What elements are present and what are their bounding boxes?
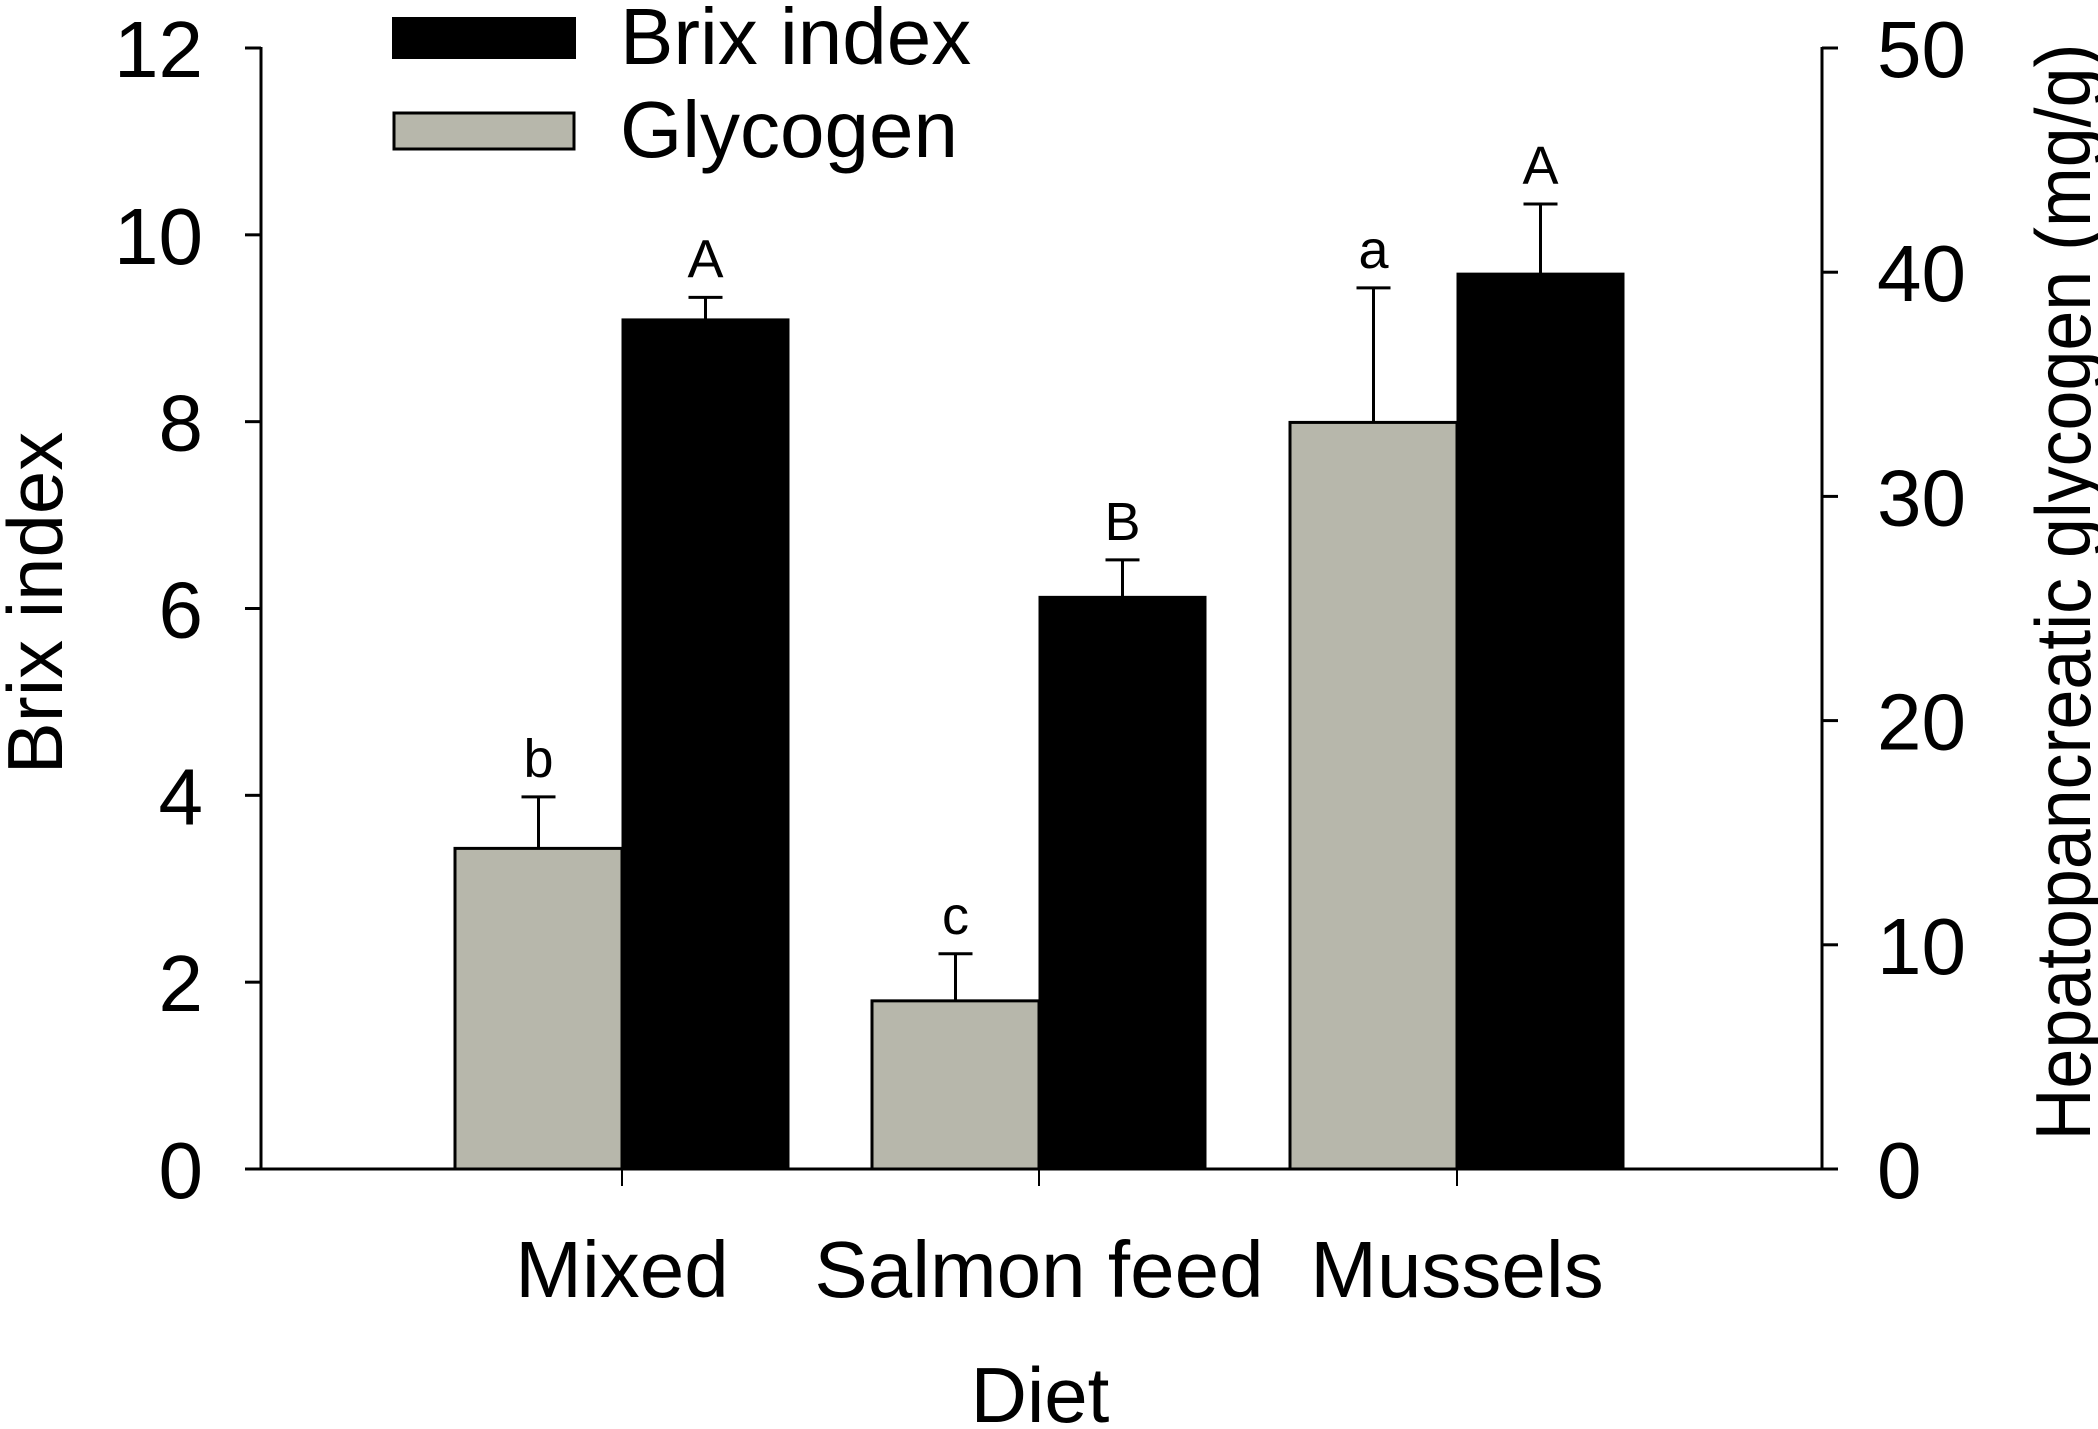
category-label: Salmon feed (814, 1225, 1263, 1314)
right-y-ticks: 0 10 20 30 40 50 (1822, 5, 1966, 1215)
bar-brix-index-salmon-feed (1038, 595, 1207, 1170)
right-tick-label: 20 (1877, 678, 1966, 767)
significance-label: a (1358, 220, 1389, 280)
significance-label: A (1522, 136, 1558, 196)
x-axis-title: Diet (971, 1351, 1110, 1429)
right-tick-label: 0 (1877, 1126, 1922, 1215)
error-bars-layer (521, 202, 1558, 1001)
significance-label: c (942, 886, 969, 946)
left-tick-label: 0 (159, 1126, 204, 1215)
bars-layer (453, 272, 1625, 1171)
legend-label-glycogen: Glycogen (620, 85, 958, 174)
bar-brix-index-mixed (621, 318, 790, 1170)
bar-glycogen-mussels (1288, 420, 1459, 1171)
significance-label: b (523, 729, 553, 789)
right-tick-label: 10 (1877, 902, 1966, 991)
category-label: Mixed (515, 1225, 728, 1314)
bar-brix-index-mussels (1456, 272, 1625, 1170)
significance-label: B (1104, 492, 1140, 552)
significance-label: A (687, 229, 723, 289)
category-label: Mussels (1310, 1225, 1603, 1314)
x-category-ticks: Mixed Salmon feed Mussels (515, 1169, 1604, 1314)
left-tick-label: 12 (114, 5, 203, 94)
left-y-axis-title: Brix index (0, 432, 79, 774)
left-tick-label: 6 (159, 566, 204, 655)
right-y-axis-title: Hepatopancreatic glycogen (mg/g) (2019, 44, 2098, 1141)
legend-swatch-glycogen (392, 111, 576, 151)
left-tick-label: 8 (159, 379, 204, 468)
right-tick-label: 50 (1877, 5, 1966, 94)
right-tick-label: 30 (1877, 453, 1966, 542)
left-tick-label: 10 (114, 192, 203, 281)
significance-labels-layer: b Ac Ba A (523, 136, 1558, 946)
legend: Brix index Glycogen (392, 0, 971, 174)
left-y-ticks: 0 2 4 6 8 10 12 (114, 5, 261, 1215)
left-tick-label: 2 (159, 939, 204, 1028)
bar-glycogen-mixed (453, 846, 624, 1171)
bar-glycogen-salmon-feed (870, 999, 1041, 1171)
legend-label-brix: Brix index (620, 0, 971, 81)
left-tick-label: 4 (159, 752, 204, 841)
right-tick-label: 40 (1877, 229, 1966, 318)
legend-swatch-brix (392, 17, 576, 59)
